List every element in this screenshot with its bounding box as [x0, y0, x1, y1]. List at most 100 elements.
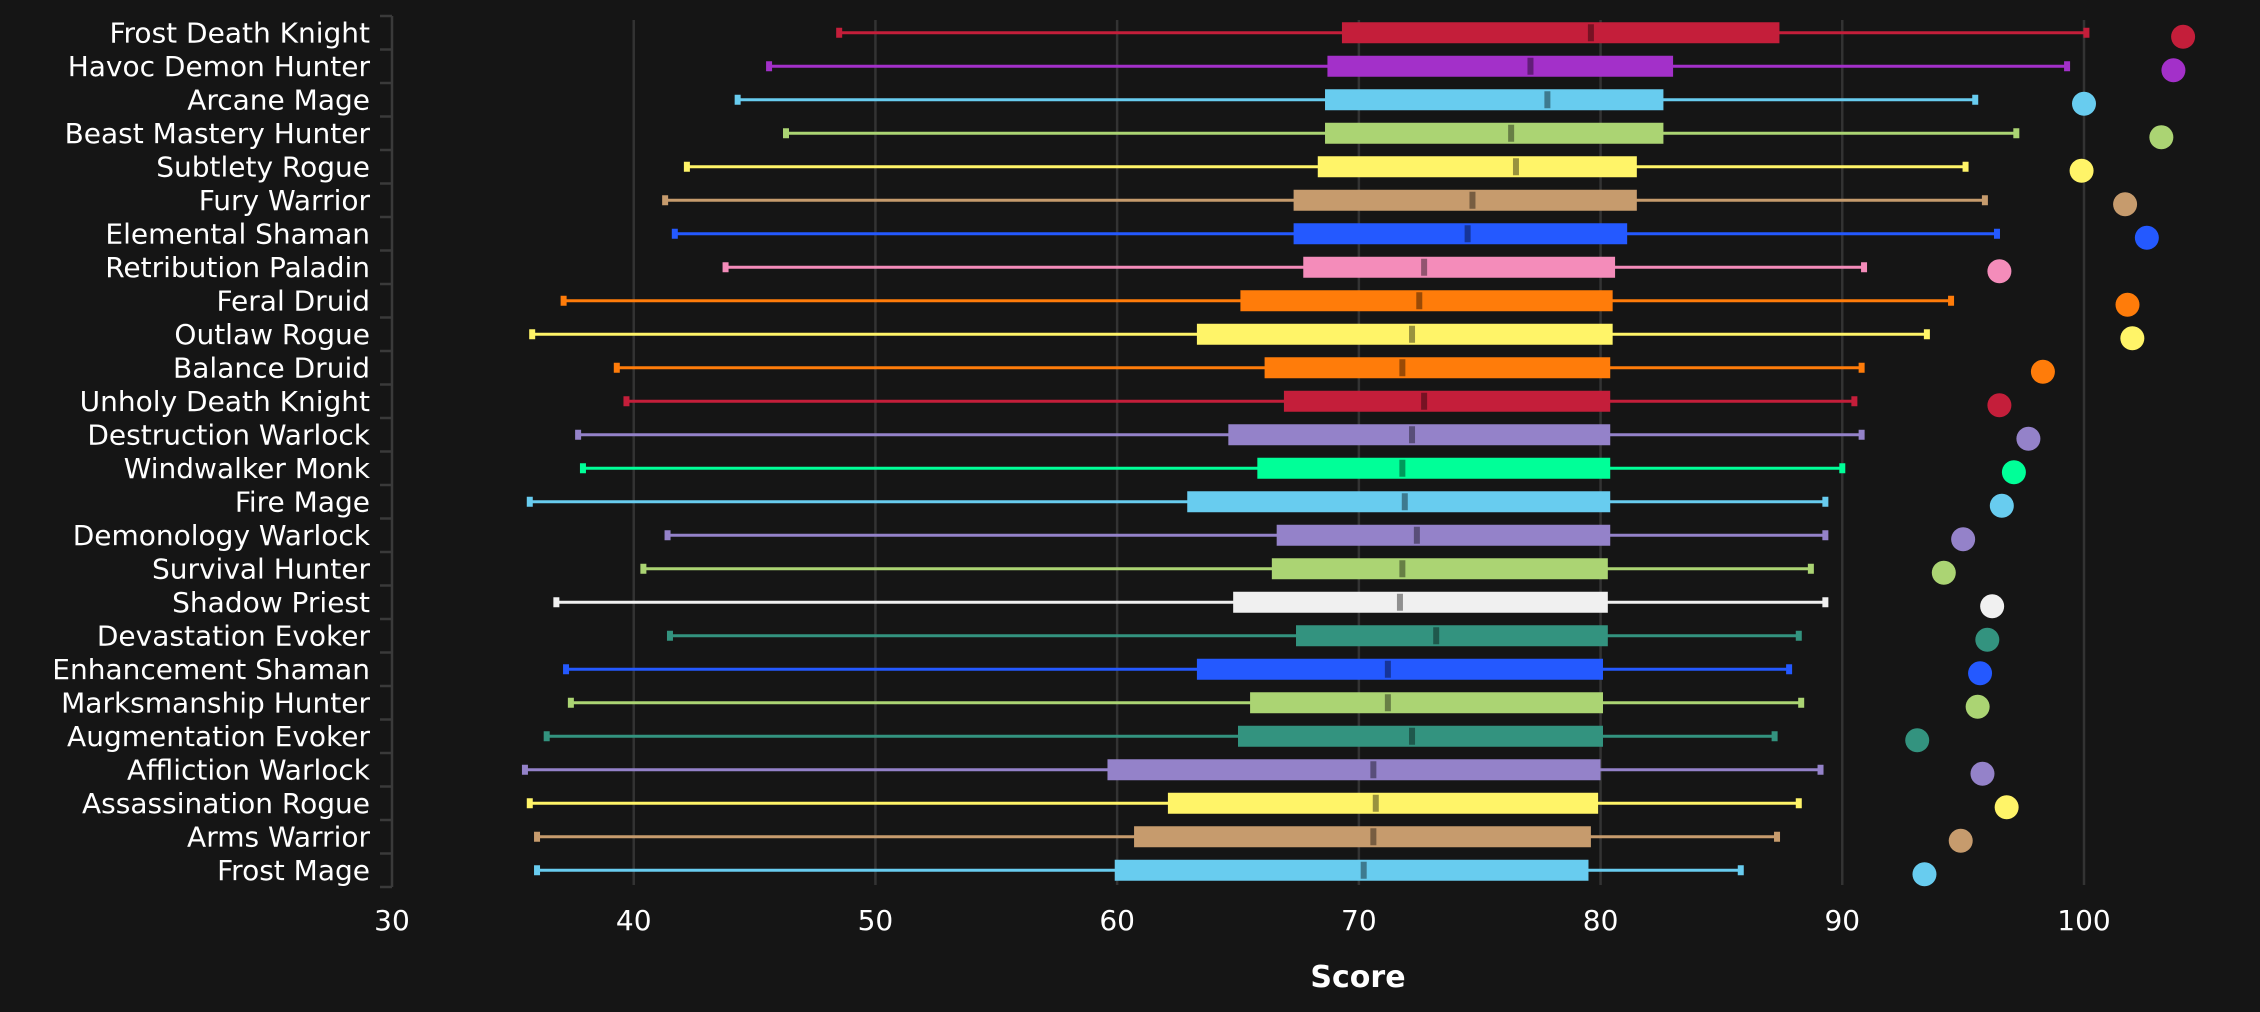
- whisker-cap-max: [1822, 597, 1829, 608]
- median-marker: [1399, 359, 1406, 377]
- top-score-dot: [1931, 560, 1956, 585]
- box-group: [666, 625, 1802, 647]
- box-group: [567, 692, 1805, 714]
- whisker-cap-min: [534, 865, 541, 876]
- top-score-dot: [2171, 24, 2196, 49]
- whisker-cap-max: [1771, 731, 1778, 742]
- top-score-dot: [1980, 594, 2005, 619]
- box-group: [664, 524, 1829, 546]
- whisker-cap-max: [1795, 798, 1802, 809]
- whisker-cap-min: [662, 195, 669, 206]
- whisker-cap-min: [534, 831, 541, 842]
- iqr-box: [1293, 223, 1628, 245]
- x-tick-label: 30: [374, 904, 410, 937]
- median-marker: [1464, 225, 1471, 243]
- top-score-dot: [1987, 259, 2012, 284]
- box-group: [553, 591, 1829, 613]
- x-tick-label: 100: [2057, 904, 2110, 937]
- box-group: [526, 792, 1802, 814]
- top-score-dot: [2115, 292, 2140, 317]
- iqr-box: [1271, 558, 1608, 580]
- median-marker: [1508, 124, 1515, 142]
- top-score-dot: [2072, 91, 2096, 116]
- whisker-cap-min: [836, 27, 843, 38]
- box-group: [579, 457, 1846, 479]
- box-group: [766, 55, 2071, 77]
- y-tick-label: Frost Death Knight: [109, 16, 370, 49]
- whisker-cap-min: [722, 262, 729, 273]
- box-group: [734, 89, 1979, 111]
- box-group: [529, 323, 1930, 345]
- iqr-box: [1250, 692, 1603, 714]
- y-tick-label: Windwalker Monk: [124, 452, 371, 485]
- whisker-cap-max: [1822, 496, 1829, 507]
- box-group: [543, 725, 1778, 747]
- y-tick-label: Subtlety Rogue: [156, 150, 370, 183]
- median-marker: [1399, 560, 1406, 578]
- whisker-cap-max: [1795, 630, 1802, 641]
- whisker-cap-min: [560, 295, 567, 306]
- box-group: [521, 759, 1824, 781]
- whisker-cap-min: [553, 597, 560, 608]
- y-tick-label: Unholy Death Knight: [80, 385, 370, 418]
- y-axis-spine: [380, 14, 394, 889]
- whisker-cap-min: [521, 764, 528, 775]
- y-tick-label: Fury Warrior: [199, 184, 371, 217]
- box-group: [560, 290, 1955, 312]
- box-group: [662, 189, 1988, 211]
- y-tick-label: Balance Druid: [173, 351, 370, 384]
- x-tick-label: 50: [858, 904, 894, 937]
- top-score-dot: [1989, 493, 2014, 518]
- y-tick-label: Devastation Evoker: [97, 619, 371, 652]
- iqr-box: [1233, 591, 1608, 613]
- whisker-cap-min: [575, 429, 582, 440]
- median-marker: [1399, 459, 1406, 477]
- whisker-cap-min: [766, 61, 773, 72]
- median-marker: [1409, 325, 1416, 343]
- iqr-box: [1196, 658, 1603, 680]
- whisker-cap-min: [543, 731, 550, 742]
- whisker-cap-max: [1798, 697, 1805, 708]
- iqr-box: [1134, 826, 1591, 848]
- y-tick-label: Survival Hunter: [152, 552, 371, 585]
- median-marker: [1370, 761, 1377, 779]
- iqr-box: [1228, 424, 1611, 446]
- iqr-box: [1296, 625, 1608, 647]
- median-marker: [1372, 794, 1379, 812]
- iqr-box: [1187, 491, 1611, 513]
- whisker-cap-max: [1858, 429, 1865, 440]
- x-axis-title: Score: [1310, 960, 1405, 995]
- y-tick-label: Assassination Rogue: [82, 787, 370, 820]
- iqr-box: [1317, 156, 1637, 178]
- iqr-box: [1276, 524, 1611, 546]
- median-marker: [1384, 694, 1391, 712]
- median-marker: [1409, 727, 1416, 745]
- y-tick-label: Fire Mage: [235, 485, 370, 518]
- iqr-box: [1264, 357, 1611, 379]
- whisker-cap-min: [623, 396, 630, 407]
- box-group: [836, 22, 2090, 44]
- top-score-dot: [1951, 527, 1976, 552]
- top-score-dot: [2069, 158, 2094, 183]
- whisker-cap-max: [1839, 463, 1846, 474]
- iqr-box: [1283, 390, 1611, 412]
- box-group: [534, 826, 1781, 848]
- median-marker: [1360, 861, 1367, 879]
- whisker-cap-min: [666, 630, 673, 641]
- iqr-box: [1327, 55, 1674, 77]
- y-tick-label: Affliction Warlock: [127, 753, 371, 786]
- whisker-cap-min: [529, 329, 536, 340]
- iqr-box: [1303, 256, 1616, 278]
- whisker-cap-max: [1948, 295, 1955, 306]
- median-marker: [1401, 493, 1408, 511]
- whisker-cap-max: [1822, 530, 1829, 541]
- median-marker: [1384, 660, 1391, 678]
- iqr-box: [1240, 290, 1613, 312]
- whisker-cap-max: [1962, 161, 1969, 172]
- top-score-dot: [1968, 661, 1993, 686]
- median-marker: [1544, 91, 1551, 109]
- whisker-cap-max: [1774, 831, 1781, 842]
- box-group: [722, 256, 1868, 278]
- whisker-cap-max: [1851, 396, 1858, 407]
